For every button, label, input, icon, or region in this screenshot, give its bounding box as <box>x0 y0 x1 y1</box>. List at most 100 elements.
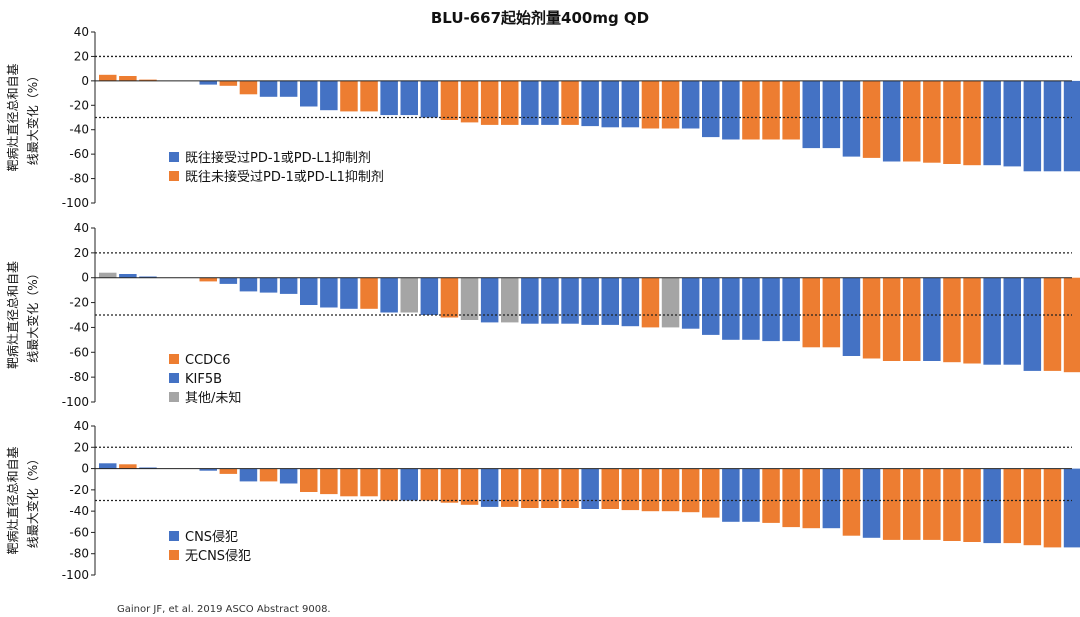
bar-29 <box>661 468 680 512</box>
bar-45 <box>983 277 1001 365</box>
bar-13 <box>340 468 358 497</box>
legend-swatch <box>169 392 179 402</box>
y-tick-label: -100 <box>62 196 89 210</box>
bar-19 <box>460 277 479 320</box>
y-tick-label: -60 <box>69 147 89 161</box>
source-citation: Gainor JF, et al. 2019 ASCO Abstract 900… <box>117 604 331 615</box>
bar-18 <box>440 80 459 120</box>
panels-container: 40 20 0 -20 -40 -60 -80 -100 靶病灶直径总和自基 线最大变化（%） 既往… <box>5 25 1080 582</box>
bar-35 <box>782 277 800 342</box>
bar-33 <box>742 277 760 340</box>
y-tick-label: 40 <box>74 419 89 433</box>
bar-40 <box>882 80 901 162</box>
legend-label: KIF5B <box>185 372 222 387</box>
bar-6 <box>199 277 217 282</box>
bar-30 <box>681 80 700 129</box>
bar-46 <box>1003 80 1021 167</box>
bar-20 <box>480 468 499 507</box>
bar-6 <box>199 468 217 471</box>
bar-16 <box>400 277 418 313</box>
bar-15 <box>380 468 398 501</box>
bar-11 <box>300 80 318 107</box>
bar-37 <box>822 277 841 348</box>
y-tick-label: -40 <box>69 504 89 518</box>
y-axis-label-line2: 线最大变化（%） <box>25 70 40 165</box>
bar-46 <box>1003 468 1021 544</box>
bar-36 <box>802 80 820 149</box>
legend-label: CCDC6 <box>185 353 231 368</box>
bar-22 <box>521 468 539 508</box>
bar-41 <box>903 277 921 361</box>
bar-7 <box>219 277 238 284</box>
bar-40 <box>882 277 901 361</box>
bar-49 <box>1063 80 1080 172</box>
y-axis-label-line1: 靶病灶直径总和自基 <box>5 446 20 554</box>
legend-swatch <box>169 531 179 541</box>
bar-27 <box>621 277 640 327</box>
bar-16 <box>400 80 418 116</box>
bar-43 <box>943 80 961 164</box>
bar-34 <box>762 80 780 140</box>
bar-3 <box>139 276 157 278</box>
y-tick-label: -80 <box>69 370 89 384</box>
bar-48 <box>1043 468 1062 548</box>
y-tick-label: -60 <box>69 525 89 539</box>
bar-24 <box>561 80 579 125</box>
legend-label: 既往未接受过PD-1或PD-L1抑制剂 <box>185 169 384 185</box>
bar-29 <box>661 80 680 129</box>
bar-43 <box>943 277 961 363</box>
y-tick-label: -60 <box>69 345 89 359</box>
bar-2 <box>119 274 137 278</box>
y-tick-label: 20 <box>74 440 89 454</box>
y-tick-label: 0 <box>81 271 89 285</box>
bar-17 <box>420 277 439 315</box>
bar-44 <box>963 468 981 542</box>
bar-41 <box>903 80 921 162</box>
bar-43 <box>943 468 961 541</box>
bar-30 <box>681 468 700 513</box>
bar-24 <box>561 277 579 324</box>
bar-9 <box>259 277 278 293</box>
chart-title: BLU-667起始剂量400mg QD <box>431 9 649 27</box>
bar-36 <box>802 468 820 529</box>
bar-46 <box>1003 277 1021 365</box>
bar-29 <box>661 277 680 328</box>
bar-10 <box>279 277 298 294</box>
legend-swatch <box>169 152 179 162</box>
bar-41 <box>903 468 921 540</box>
bar-39 <box>862 277 881 359</box>
legend-label: 既往接受过PD-1或PD-L1抑制剂 <box>185 150 371 166</box>
bar-45 <box>983 80 1001 166</box>
y-tick-label: 0 <box>81 462 89 476</box>
bar-21 <box>501 468 519 507</box>
bar-47 <box>1023 468 1042 546</box>
bar-49 <box>1063 468 1080 548</box>
y-tick-label: -20 <box>69 98 89 112</box>
bar-3 <box>139 467 157 469</box>
bar-32 <box>722 277 740 340</box>
bar-17 <box>420 80 439 118</box>
bar-6 <box>199 80 217 85</box>
bar-48 <box>1043 277 1062 371</box>
bar-23 <box>541 468 559 508</box>
y-tick-label: -20 <box>69 483 89 497</box>
panel-1: 40 20 0 -20 -40 -60 -80 -100 靶病灶直径总和自基 线最大变化（%） 既往… <box>5 25 1080 210</box>
bar-2 <box>119 76 137 81</box>
bar-31 <box>702 277 720 335</box>
bar-28 <box>641 80 660 129</box>
y-tick-label: -80 <box>69 172 89 186</box>
bar-47 <box>1023 80 1042 172</box>
bar-13 <box>340 277 358 309</box>
bar-18 <box>440 468 459 503</box>
bar-19 <box>460 80 479 123</box>
bar-49 <box>1063 277 1080 373</box>
bar-23 <box>541 80 559 125</box>
bar-24 <box>561 468 579 508</box>
bar-34 <box>762 468 780 523</box>
bar-39 <box>862 468 881 538</box>
bar-12 <box>320 80 338 111</box>
bar-9 <box>259 468 278 482</box>
bar-15 <box>380 277 398 313</box>
bar-7 <box>219 80 238 86</box>
